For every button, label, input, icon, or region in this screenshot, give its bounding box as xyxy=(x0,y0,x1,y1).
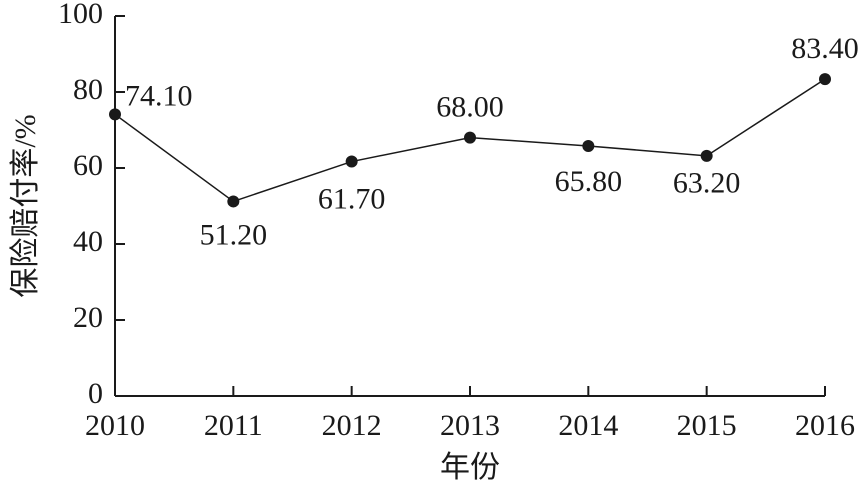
x-tick-label: 2010 xyxy=(85,409,145,442)
point xyxy=(345,155,358,168)
x-tick-label: 2012 xyxy=(322,409,382,442)
point xyxy=(582,139,595,152)
point xyxy=(819,73,831,86)
y-tick-label: 20 xyxy=(73,301,103,334)
data-label: 68.00 xyxy=(436,90,504,123)
y-axis-label: 保险赔付率/% xyxy=(9,114,42,297)
data-label: 61.70 xyxy=(318,182,386,215)
data-label: 63.20 xyxy=(673,167,741,200)
point xyxy=(700,149,713,162)
point xyxy=(464,131,476,144)
x-tick-label: 2014 xyxy=(558,409,618,442)
y-tick-label: 60 xyxy=(73,149,103,182)
data-label: 65.80 xyxy=(555,165,623,198)
x-tick-label: 2011 xyxy=(204,409,263,442)
x-tick-label: 2015 xyxy=(677,409,737,442)
data-label: 74.10 xyxy=(125,79,193,112)
y-tick-label: 100 xyxy=(58,0,103,30)
x-tick-label: 2013 xyxy=(440,409,500,442)
data-label: 51.20 xyxy=(200,218,268,251)
y-tick-label: 0 xyxy=(88,377,103,410)
x-tick-label: 2016 xyxy=(795,409,855,442)
data-label: 83.40 xyxy=(791,32,859,65)
y-tick-label: 80 xyxy=(73,73,103,106)
x-axis-label: 年份 xyxy=(440,451,500,484)
point xyxy=(109,108,121,121)
point xyxy=(227,195,240,208)
y-tick-label: 40 xyxy=(73,225,103,258)
